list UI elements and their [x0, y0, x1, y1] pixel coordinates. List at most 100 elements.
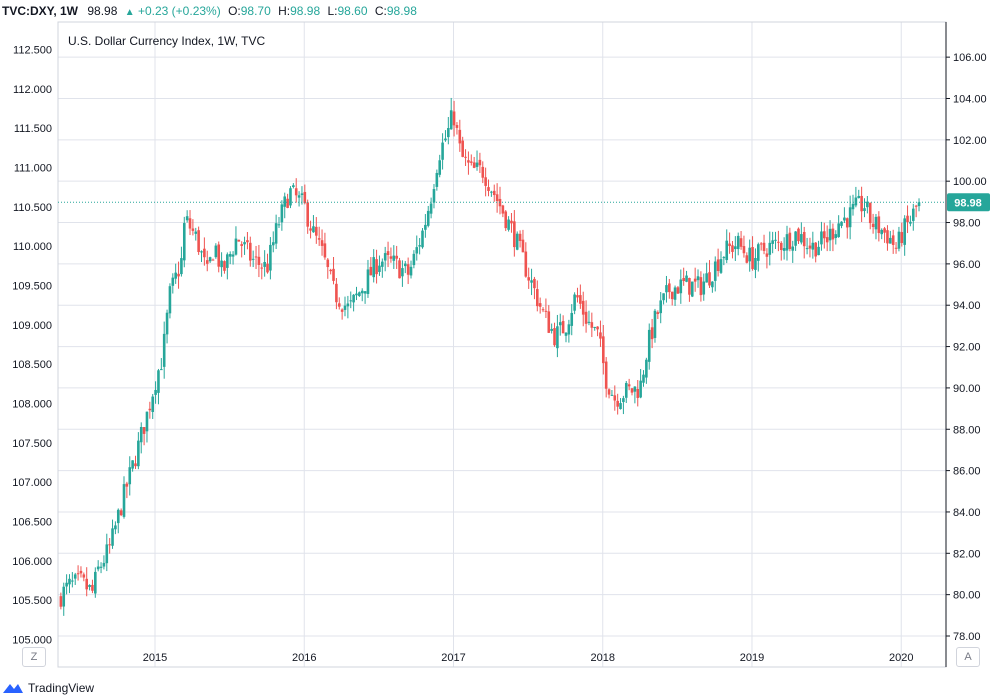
- candle-body: [662, 293, 665, 301]
- candles: [59, 97, 921, 616]
- up-arrow-icon: ▲: [124, 7, 135, 18]
- candle-body: [891, 235, 895, 245]
- candle-body: [409, 266, 413, 276]
- candle-body: [246, 240, 249, 243]
- candle-body: [438, 160, 442, 175]
- candle-body: [68, 578, 71, 585]
- candle-body: [223, 261, 226, 271]
- high-value: 98.98: [290, 4, 321, 18]
- symbol-name[interactable]: TVC:DXY, 1W: [2, 4, 79, 18]
- candle-body: [85, 578, 89, 590]
- candle-body: [894, 247, 898, 249]
- left-axis-tick-label: 107.500: [12, 438, 52, 450]
- open-value: 98.70: [240, 4, 271, 18]
- candle-body: [492, 190, 496, 196]
- candle-body: [501, 205, 505, 214]
- candle-body: [682, 278, 685, 282]
- candle-body: [877, 216, 881, 234]
- right-axis-tick-label: 92.00: [953, 342, 981, 354]
- left-axis-tick-label: 108.000: [12, 398, 52, 410]
- candle-body: [848, 207, 852, 228]
- candle-body: [237, 239, 241, 242]
- candle-body: [541, 309, 545, 311]
- candle-body: [243, 242, 246, 245]
- left-axis-tick-label: 108.500: [12, 359, 52, 371]
- candle-body: [426, 210, 430, 226]
- candle-body: [857, 195, 861, 199]
- candle-body: [639, 380, 642, 398]
- candle-body: [613, 395, 617, 401]
- last-price-line: 98.98: [58, 193, 990, 212]
- time-axis-tick-label: 2017: [441, 652, 465, 664]
- candle-body: [495, 194, 499, 202]
- candle-body: [515, 233, 519, 250]
- candle-body: [134, 463, 137, 467]
- candle-body: [762, 242, 766, 251]
- candle-body: [458, 129, 462, 144]
- candle-body: [791, 246, 795, 251]
- time-axis-tick-label: 2020: [889, 652, 913, 664]
- candle-body: [883, 228, 886, 233]
- left-axis-tick-label: 110.000: [13, 241, 52, 253]
- candle-body: [71, 580, 74, 582]
- tradingview-brand: TradingView: [28, 681, 95, 695]
- candle-body: [880, 229, 884, 235]
- candle-body: [624, 382, 628, 398]
- candle-body: [363, 291, 367, 294]
- time-axis[interactable]: 2015 2016 2017 2018 2019 2020: [143, 652, 914, 664]
- candle-body: [62, 586, 66, 607]
- price-change: +0.23 (+0.23%): [137, 4, 221, 18]
- candle-body: [553, 328, 556, 346]
- candle-body: [828, 228, 832, 241]
- candle-body: [82, 574, 86, 578]
- candle-body: [527, 277, 530, 281]
- candle-body: [401, 268, 404, 277]
- candle-body: [99, 566, 103, 568]
- candle-body: [802, 231, 806, 247]
- candle-body: [868, 202, 872, 224]
- candle-body: [596, 326, 599, 330]
- candle-body: [59, 596, 63, 607]
- candle-body: [395, 255, 398, 259]
- candle-body: [645, 359, 648, 378]
- candle-body: [346, 303, 350, 307]
- candle-body: [544, 310, 548, 312]
- candle-body: [599, 332, 602, 339]
- candle-body: [185, 216, 189, 221]
- candle-body: [429, 203, 433, 214]
- candle-body: [441, 142, 444, 160]
- candle-body: [160, 369, 163, 371]
- right-axis-tick-label: 78.00: [953, 631, 981, 643]
- candle-body: [122, 484, 126, 517]
- auto-scale-right-button[interactable]: A: [956, 647, 980, 667]
- last-price: 98.98: [87, 4, 118, 18]
- candle-body: [76, 573, 80, 575]
- candle-body: [205, 260, 209, 264]
- candle-body: [604, 361, 608, 389]
- left-axis: 105.000 105.500 106.000 106.500 107.000 107.5…: [12, 45, 52, 647]
- candle-body: [378, 265, 381, 272]
- candle-body: [271, 242, 275, 246]
- auto-scale-left-button[interactable]: Z: [22, 647, 46, 667]
- candle-body: [627, 384, 631, 387]
- candle-body: [587, 321, 591, 323]
- candle-body: [154, 389, 157, 395]
- candle-body: [728, 243, 731, 247]
- candle-body: [584, 311, 588, 324]
- candle-body: [461, 140, 464, 157]
- candle-body: [312, 226, 315, 233]
- candle-body: [128, 467, 132, 485]
- candle-body: [814, 242, 817, 257]
- candle-body: [94, 571, 97, 594]
- candle-body: [352, 294, 355, 303]
- candle-body: [320, 240, 324, 246]
- candle-body: [607, 389, 611, 395]
- candle-body: [840, 221, 843, 226]
- candle-body: [108, 544, 111, 546]
- right-axis[interactable]: 78.00 80.00 82.00 84.00 86.00 88.00 90.00 92.00…: [946, 52, 987, 643]
- right-axis-tick-label: 96.00: [953, 259, 981, 271]
- candle-body: [900, 232, 904, 244]
- branding[interactable]: TradingView: [2, 678, 94, 698]
- left-axis-tick-label: 109.500: [12, 281, 52, 293]
